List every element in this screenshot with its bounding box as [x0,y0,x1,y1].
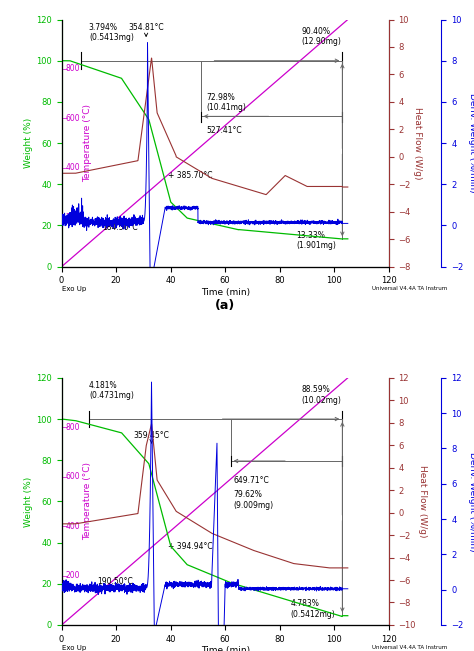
Text: Universal V4.4A TA Instrum: Universal V4.4A TA Instrum [372,286,447,292]
Text: 527.41°C: 527.41°C [206,126,242,135]
Text: Exo Up: Exo Up [62,644,86,651]
Text: 649.71°C: 649.71°C [233,476,269,485]
X-axis label: Time (min): Time (min) [201,288,250,297]
Text: 184.50°C: 184.50°C [102,223,138,232]
Text: 359.45°C: 359.45°C [134,430,170,439]
Text: 800: 800 [66,64,80,74]
Text: 400: 400 [66,163,80,173]
Text: 88.59%
(10.02mg): 88.59% (10.02mg) [301,385,341,405]
Y-axis label: Deriv. Weight (%/min): Deriv. Weight (%/min) [468,93,474,193]
Text: Temperature (°C): Temperature (°C) [83,104,92,182]
Text: 354.81°C: 354.81°C [128,23,164,32]
Y-axis label: Heat Flow (W/g): Heat Flow (W/g) [418,465,427,538]
X-axis label: Time (min): Time (min) [201,646,250,651]
Text: 200: 200 [66,571,80,580]
Text: + 394.94°C: + 394.94°C [168,542,212,551]
Text: 800: 800 [66,422,80,432]
Y-axis label: Heat Flow (W/g): Heat Flow (W/g) [413,107,422,179]
Text: 600: 600 [66,472,80,481]
Text: 4.783%
(0.5412mg): 4.783% (0.5412mg) [291,600,335,619]
Y-axis label: Weight (%): Weight (%) [24,118,33,168]
Text: Exo Up: Exo Up [62,286,86,292]
Text: + 385.70°C: + 385.70°C [168,171,212,180]
Text: 90.40%
(12.90mg): 90.40% (12.90mg) [301,27,341,46]
Text: Temperature (°C): Temperature (°C) [83,462,92,540]
Text: Universal V4.4A TA Instrum: Universal V4.4A TA Instrum [372,644,447,650]
Y-axis label: Deriv. Weight (%/min): Deriv. Weight (%/min) [468,452,474,551]
Text: 13.33%
(1.901mg): 13.33% (1.901mg) [296,230,336,250]
Text: (a): (a) [215,299,235,312]
Text: 400: 400 [66,521,80,531]
Y-axis label: Weight (%): Weight (%) [24,477,33,527]
Text: 72.98%
(10.41mg): 72.98% (10.41mg) [206,93,246,112]
Text: 200: 200 [66,213,80,222]
Text: 3.794%
(0.5413mg): 3.794% (0.5413mg) [89,23,134,42]
Text: 79.62%
(9.009mg): 79.62% (9.009mg) [233,490,273,510]
Text: 190.50°C: 190.50°C [97,577,133,586]
Text: 600: 600 [66,114,80,123]
Text: 4.181%
(0.4731mg): 4.181% (0.4731mg) [89,381,134,400]
